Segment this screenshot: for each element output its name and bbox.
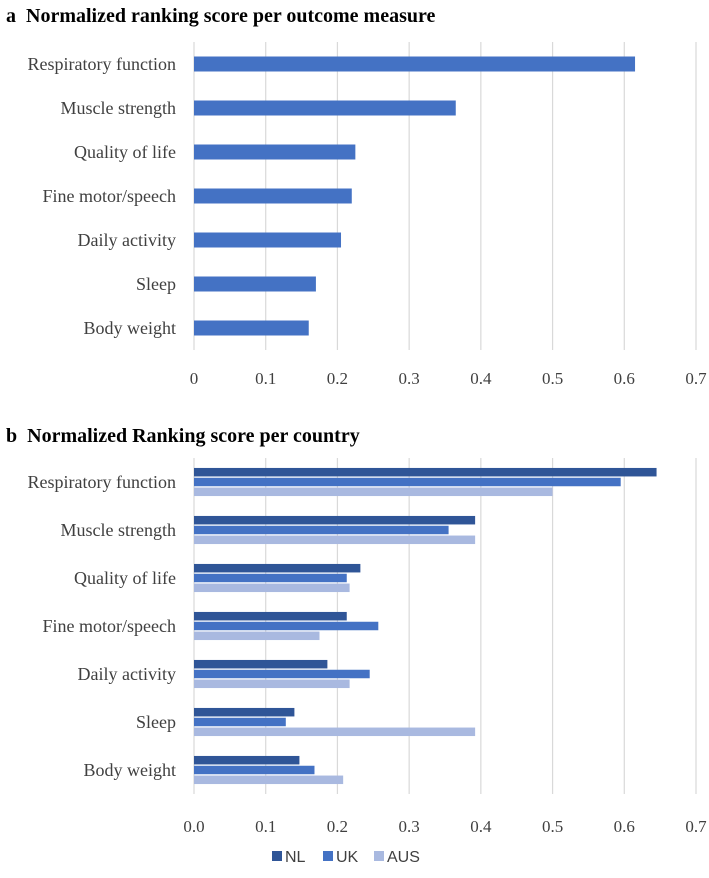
chart-title: b Normalized Ranking score per country bbox=[6, 425, 360, 447]
bar-uk-muscle-strength bbox=[194, 525, 449, 535]
bar-overall-sleep bbox=[194, 276, 316, 292]
bar-overall-muscle-strength bbox=[194, 100, 456, 116]
bar-uk-body-weight bbox=[194, 765, 315, 775]
x-tick-label: 0.0 bbox=[183, 817, 204, 836]
bar-nl-fine-motor-speech bbox=[194, 611, 347, 621]
panel-a: a Normalized ranking score per outcome me… bbox=[6, 5, 707, 388]
category-label: Muscle strength bbox=[61, 520, 176, 540]
x-tick-label: 0.1 bbox=[255, 369, 276, 388]
x-tick-label: 0.7 bbox=[685, 369, 707, 388]
bar-nl-respiratory-function bbox=[194, 467, 657, 477]
bar-uk-quality-of-life bbox=[194, 573, 347, 583]
x-tick-label: 0.7 bbox=[685, 817, 707, 836]
x-tick-label: 0.5 bbox=[542, 817, 563, 836]
bar-aus-muscle-strength bbox=[194, 535, 476, 545]
bar-aus-sleep bbox=[194, 727, 476, 737]
category-label: Quality of life bbox=[74, 142, 176, 162]
bar-aus-respiratory-function bbox=[194, 487, 553, 497]
x-tick-label: 0 bbox=[190, 369, 199, 388]
category-label: Respiratory function bbox=[28, 54, 176, 74]
chart-title: a Normalized ranking score per outcome me… bbox=[6, 5, 435, 27]
bar-uk-fine-motor-speech bbox=[194, 621, 379, 631]
x-tick-label: 0.6 bbox=[614, 369, 635, 388]
category-label: Respiratory function bbox=[28, 472, 176, 492]
legend: NL UK AUS bbox=[272, 849, 420, 866]
x-tick-label: 0.6 bbox=[614, 817, 635, 836]
x-tick-label: 0.4 bbox=[470, 369, 492, 388]
panel-letter: b bbox=[6, 425, 17, 447]
bar-overall-body-weight bbox=[194, 320, 309, 336]
category-label: Fine motor/speech bbox=[43, 186, 176, 206]
bar-uk-respiratory-function bbox=[194, 477, 621, 487]
bar-overall-respiratory-function bbox=[194, 56, 636, 72]
bar-overall-fine-motor-speech bbox=[194, 188, 352, 204]
bar-aus-fine-motor-speech bbox=[194, 631, 320, 641]
bar-overall-quality-of-life bbox=[194, 144, 356, 160]
category-label: Sleep bbox=[136, 712, 176, 732]
legend-swatch-nl bbox=[272, 851, 282, 861]
legend-label-uk: UK bbox=[336, 849, 359, 866]
category-label: Quality of life bbox=[74, 568, 176, 588]
panel-b: b Normalized Ranking score per country 0.0… bbox=[6, 425, 707, 866]
legend-swatch-aus bbox=[374, 851, 384, 861]
bar-nl-quality-of-life bbox=[194, 563, 361, 573]
x-tick-label: 0.4 bbox=[470, 817, 492, 836]
bar-aus-body-weight bbox=[194, 775, 344, 785]
bar-uk-daily-activity bbox=[194, 669, 370, 679]
category-label: Muscle strength bbox=[61, 98, 176, 118]
x-tick-label: 0.3 bbox=[399, 369, 420, 388]
category-label: Daily activity bbox=[78, 230, 176, 250]
legend-label-nl: NL bbox=[285, 849, 306, 866]
x-tick-label: 0.3 bbox=[399, 817, 420, 836]
chart-title-text: Normalized Ranking score per country bbox=[27, 425, 360, 447]
chart-title-text: Normalized ranking score per outcome mea… bbox=[26, 5, 435, 27]
panel-letter: a bbox=[6, 5, 16, 27]
bar-overall-daily-activity bbox=[194, 232, 342, 248]
bar-nl-muscle-strength bbox=[194, 515, 476, 525]
bar-aus-daily-activity bbox=[194, 679, 350, 689]
category-label: Daily activity bbox=[78, 664, 176, 684]
category-label: Fine motor/speech bbox=[43, 616, 176, 636]
x-tick-label: 0.1 bbox=[255, 817, 276, 836]
category-label: Sleep bbox=[136, 274, 176, 294]
legend-label-aus: AUS bbox=[387, 849, 420, 866]
x-tick-label: 0.5 bbox=[542, 369, 563, 388]
bar-nl-daily-activity bbox=[194, 659, 328, 669]
x-tick-label: 0.2 bbox=[327, 369, 348, 388]
category-label: Body weight bbox=[84, 760, 177, 780]
bar-nl-sleep bbox=[194, 707, 295, 717]
bar-aus-quality-of-life bbox=[194, 583, 350, 593]
x-tick-label: 0.2 bbox=[327, 817, 348, 836]
bar-nl-body-weight bbox=[194, 755, 300, 765]
category-label: Body weight bbox=[84, 318, 177, 338]
legend-swatch-uk bbox=[323, 851, 333, 861]
bar-uk-sleep bbox=[194, 717, 286, 727]
